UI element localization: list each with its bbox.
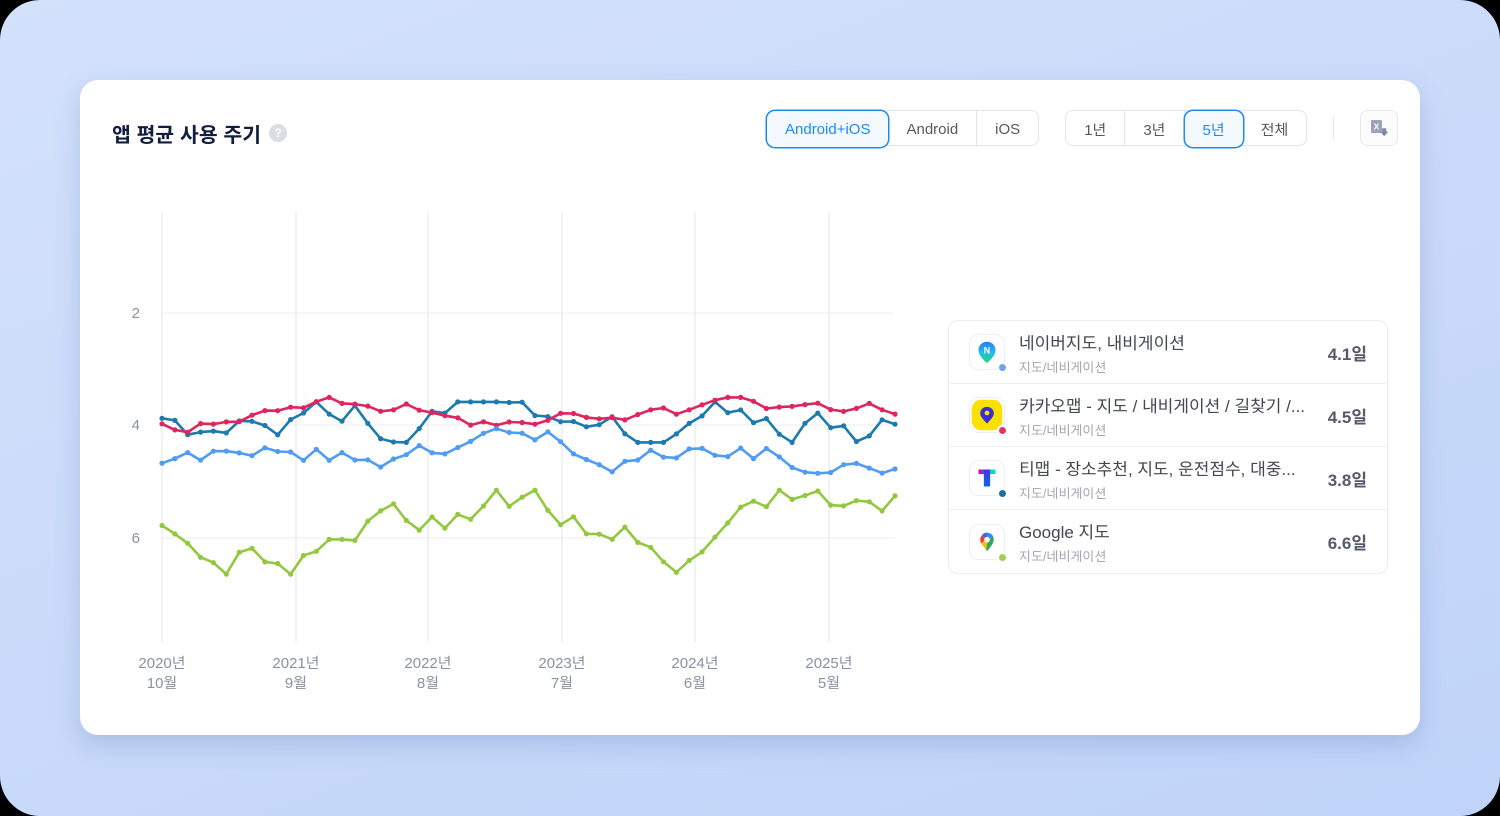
svg-text:6: 6 <box>132 530 140 547</box>
svg-text:6월: 6월 <box>684 675 706 692</box>
svg-text:2022년: 2022년 <box>404 655 451 672</box>
svg-text:10월: 10월 <box>147 675 178 692</box>
svg-text:2: 2 <box>132 305 140 322</box>
svg-text:2025년: 2025년 <box>805 655 852 672</box>
svg-text:2024년: 2024년 <box>671 655 718 672</box>
svg-text:N: N <box>984 345 990 355</box>
svg-text:7월: 7월 <box>551 675 573 692</box>
svg-text:4: 4 <box>132 417 140 434</box>
svg-text:2020년: 2020년 <box>138 655 185 672</box>
svg-text:5월: 5월 <box>818 675 840 692</box>
svg-text:2021년: 2021년 <box>272 655 319 672</box>
svg-text:9월: 9월 <box>285 675 307 692</box>
svg-text:2023년: 2023년 <box>538 655 585 672</box>
svg-text:8월: 8월 <box>417 675 439 692</box>
